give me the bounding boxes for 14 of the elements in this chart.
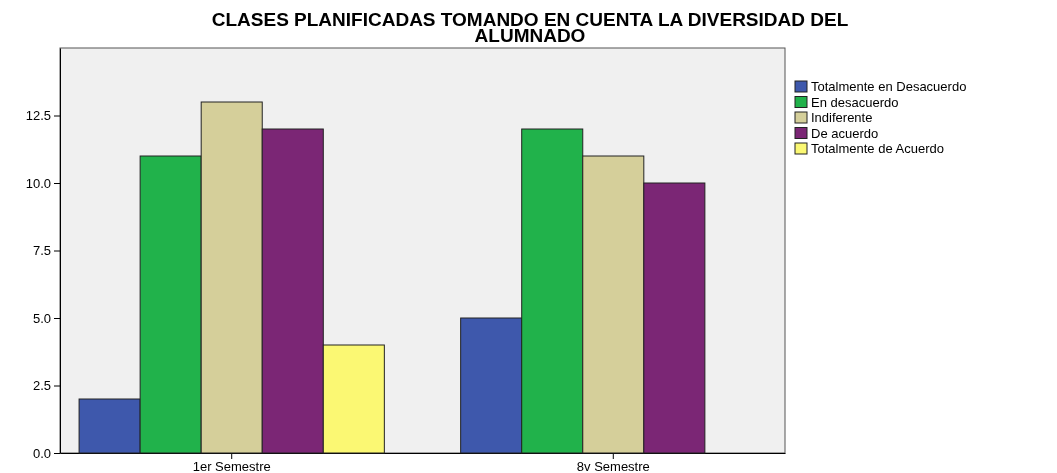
y-tick-label: 12.5 <box>25 108 51 124</box>
y-tick-label: 2.5 <box>32 378 51 394</box>
legend-label: De acuerdo <box>811 125 879 141</box>
legend-label: En desacuerdo <box>811 94 899 110</box>
legend-label: Indiferente <box>811 110 873 125</box>
y-tick-label: 0.0 <box>32 445 51 461</box>
legend-label: Totalmente de Acuerdo <box>811 141 944 156</box>
y-tick-label: 7.5 <box>32 243 51 259</box>
y-tick-label: 5.0 <box>32 310 51 326</box>
x-tick-label: 8v Semestre <box>576 459 650 473</box>
chart-title: CLASES PLANIFICADAS TOMANDO EN CUENTA LA DIVERSIDAD DEL ALUMNADO <box>211 9 849 46</box>
legend-label: Totalmente en Desacuerdo <box>811 79 967 94</box>
y-tick-label: 10.0 <box>25 175 51 191</box>
x-tick-label: 1er Semestre <box>192 459 271 473</box>
